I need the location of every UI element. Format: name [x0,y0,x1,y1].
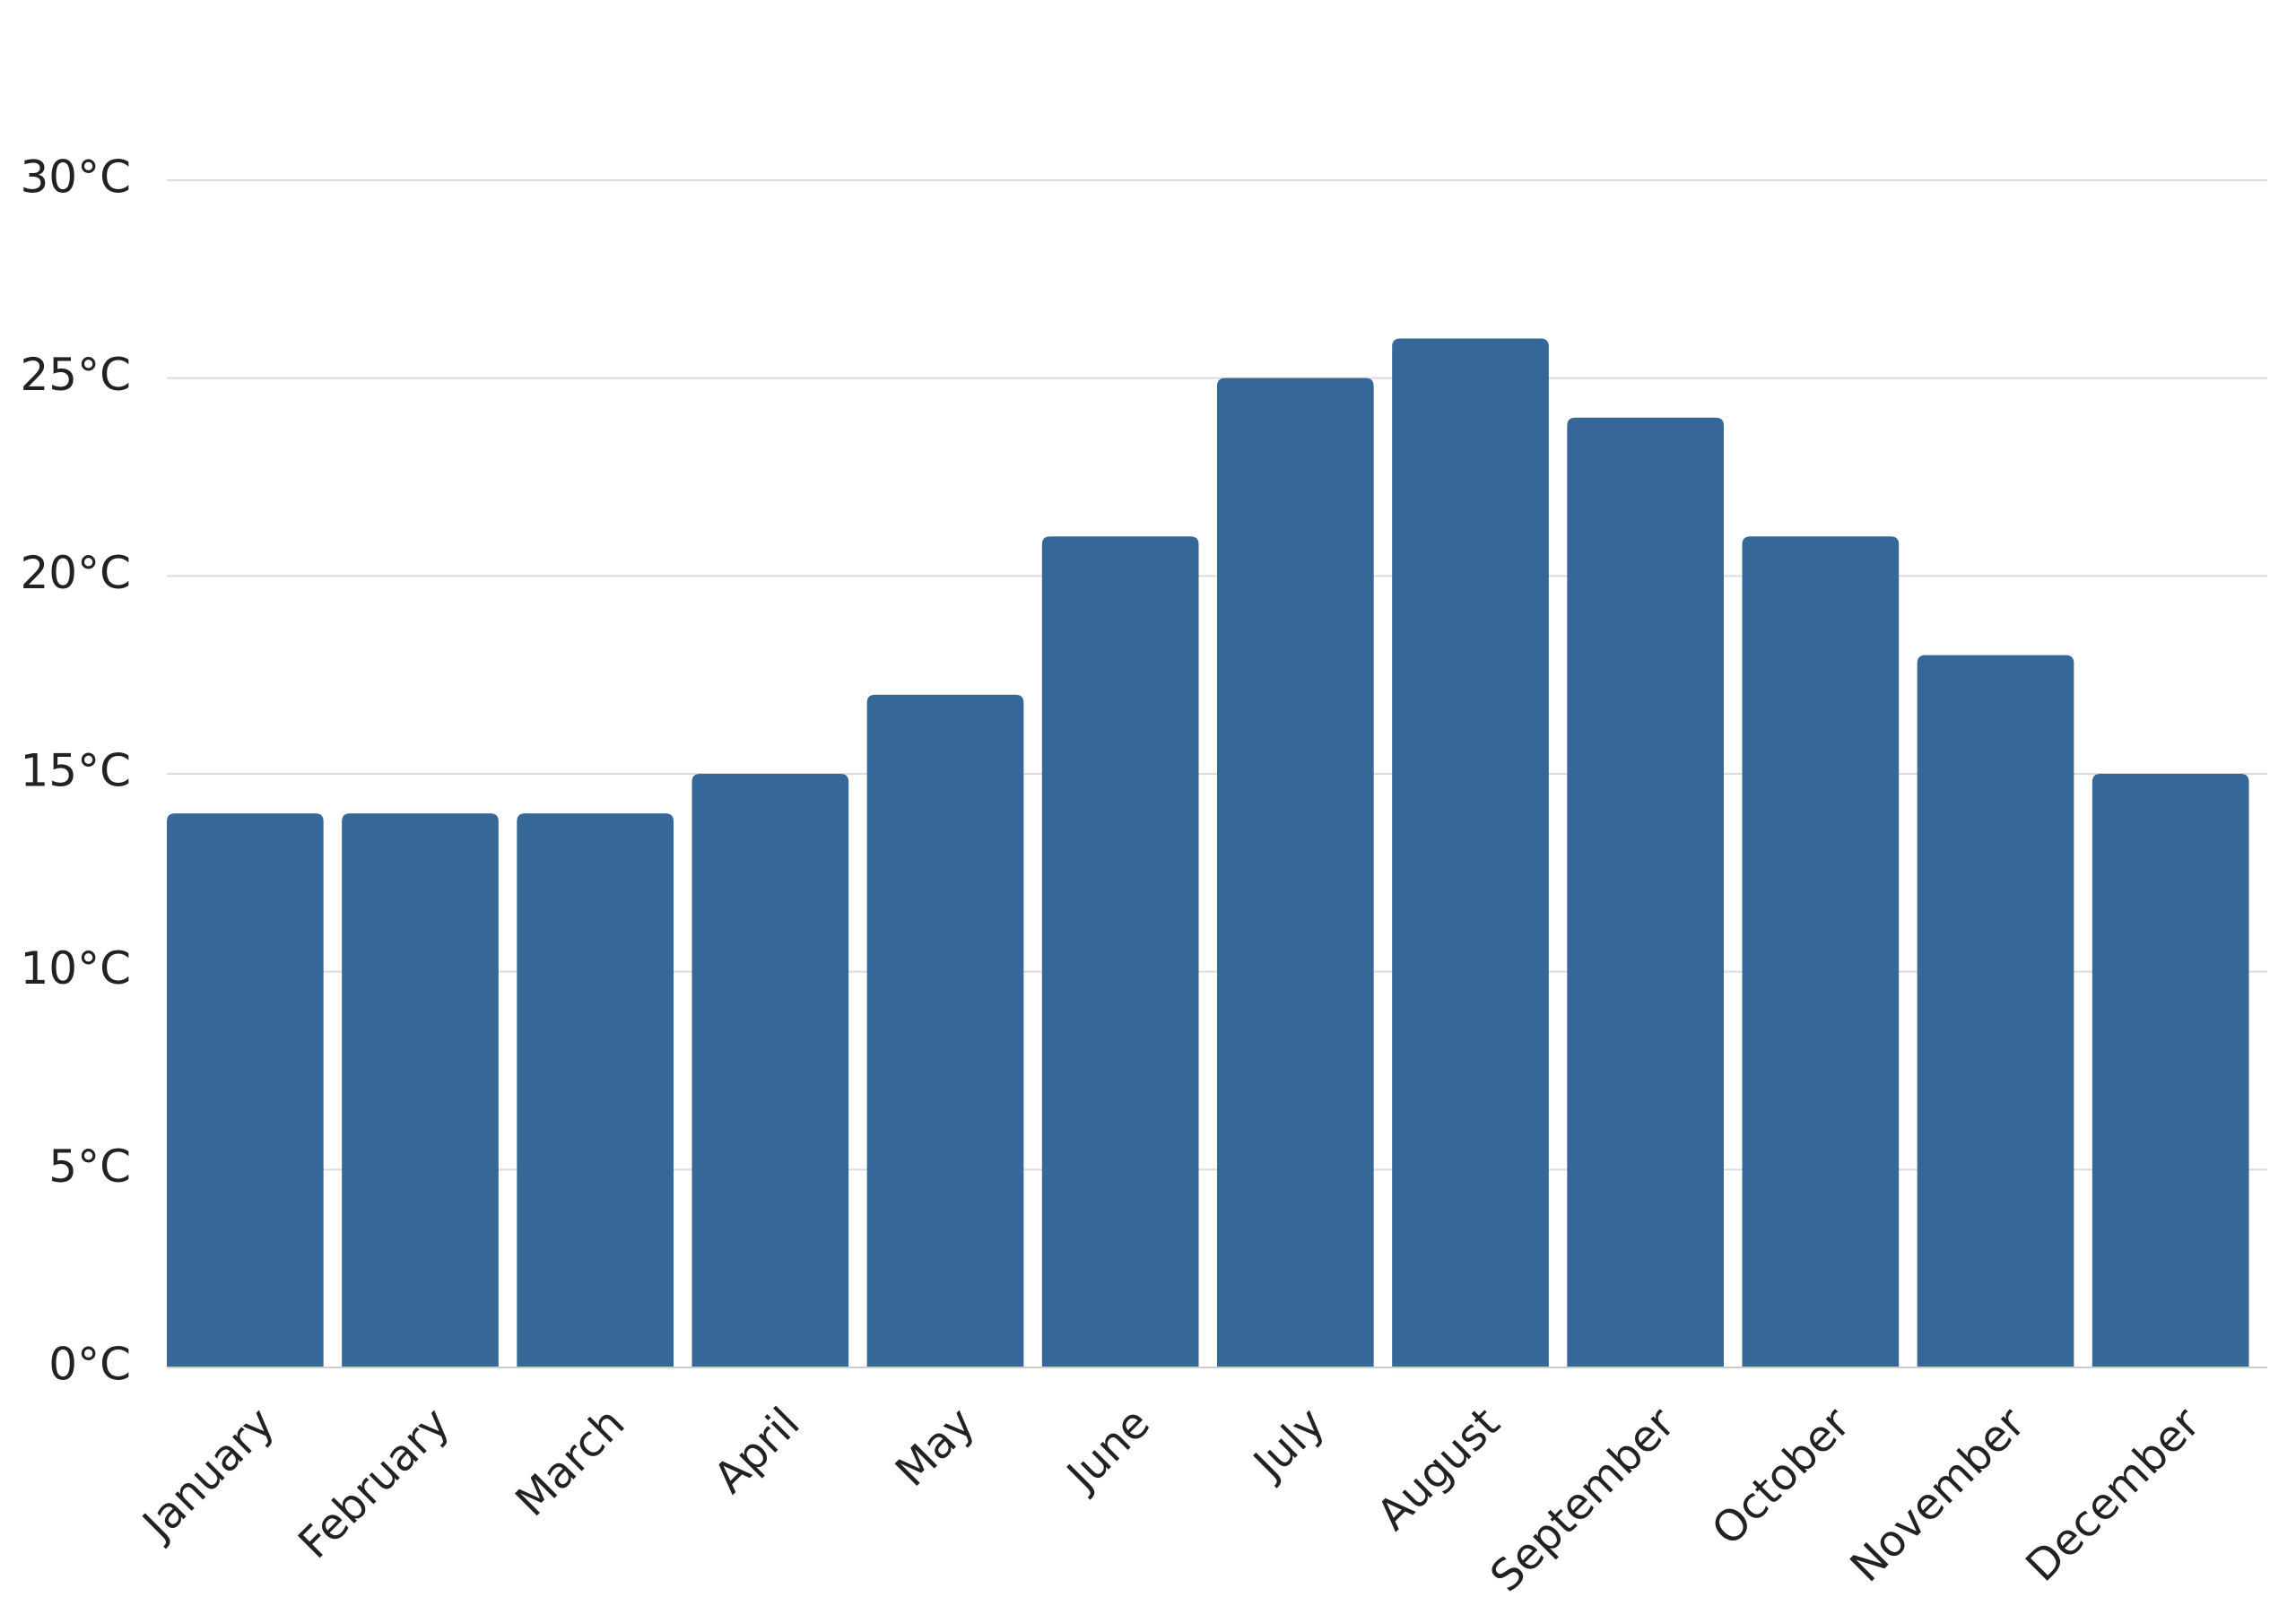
y-tick-label: 30°C [20,152,131,204]
x-tick-label: April [704,1398,809,1503]
y-tick-label: 25°C [20,349,131,401]
bar [1917,655,2074,1367]
bar [1567,417,1725,1367]
x-tick-label: May [886,1398,985,1497]
x-tick-label: June [1056,1398,1160,1502]
bar [866,694,1024,1367]
bar [2092,774,2249,1367]
x-tick-label: October [1702,1398,1860,1556]
y-tick-label: 5°C [48,1141,131,1193]
x-tick-label: August [1368,1398,1509,1540]
x-tick-label: January [132,1398,284,1550]
bar [1041,536,1199,1367]
bar [517,813,674,1367]
bar [691,774,849,1367]
x-tick-label: July [1242,1398,1335,1490]
x-tick-label: February [289,1398,459,1568]
bar [167,813,324,1367]
x-tick-label: November [1841,1398,2035,1592]
bar [1742,536,1900,1367]
x-tick-label: March [506,1398,634,1526]
y-tick-label: 15°C [20,745,131,797]
bar [342,813,499,1367]
y-tick-label: 0°C [48,1339,131,1391]
bar [1392,338,1549,1367]
y-tick-label: 10°C [20,942,131,994]
x-tick-label: December [2016,1398,2210,1592]
x-tick-label: September [1481,1398,1684,1601]
bar [1217,378,1374,1368]
y-tick-label: 20°C [20,547,131,599]
